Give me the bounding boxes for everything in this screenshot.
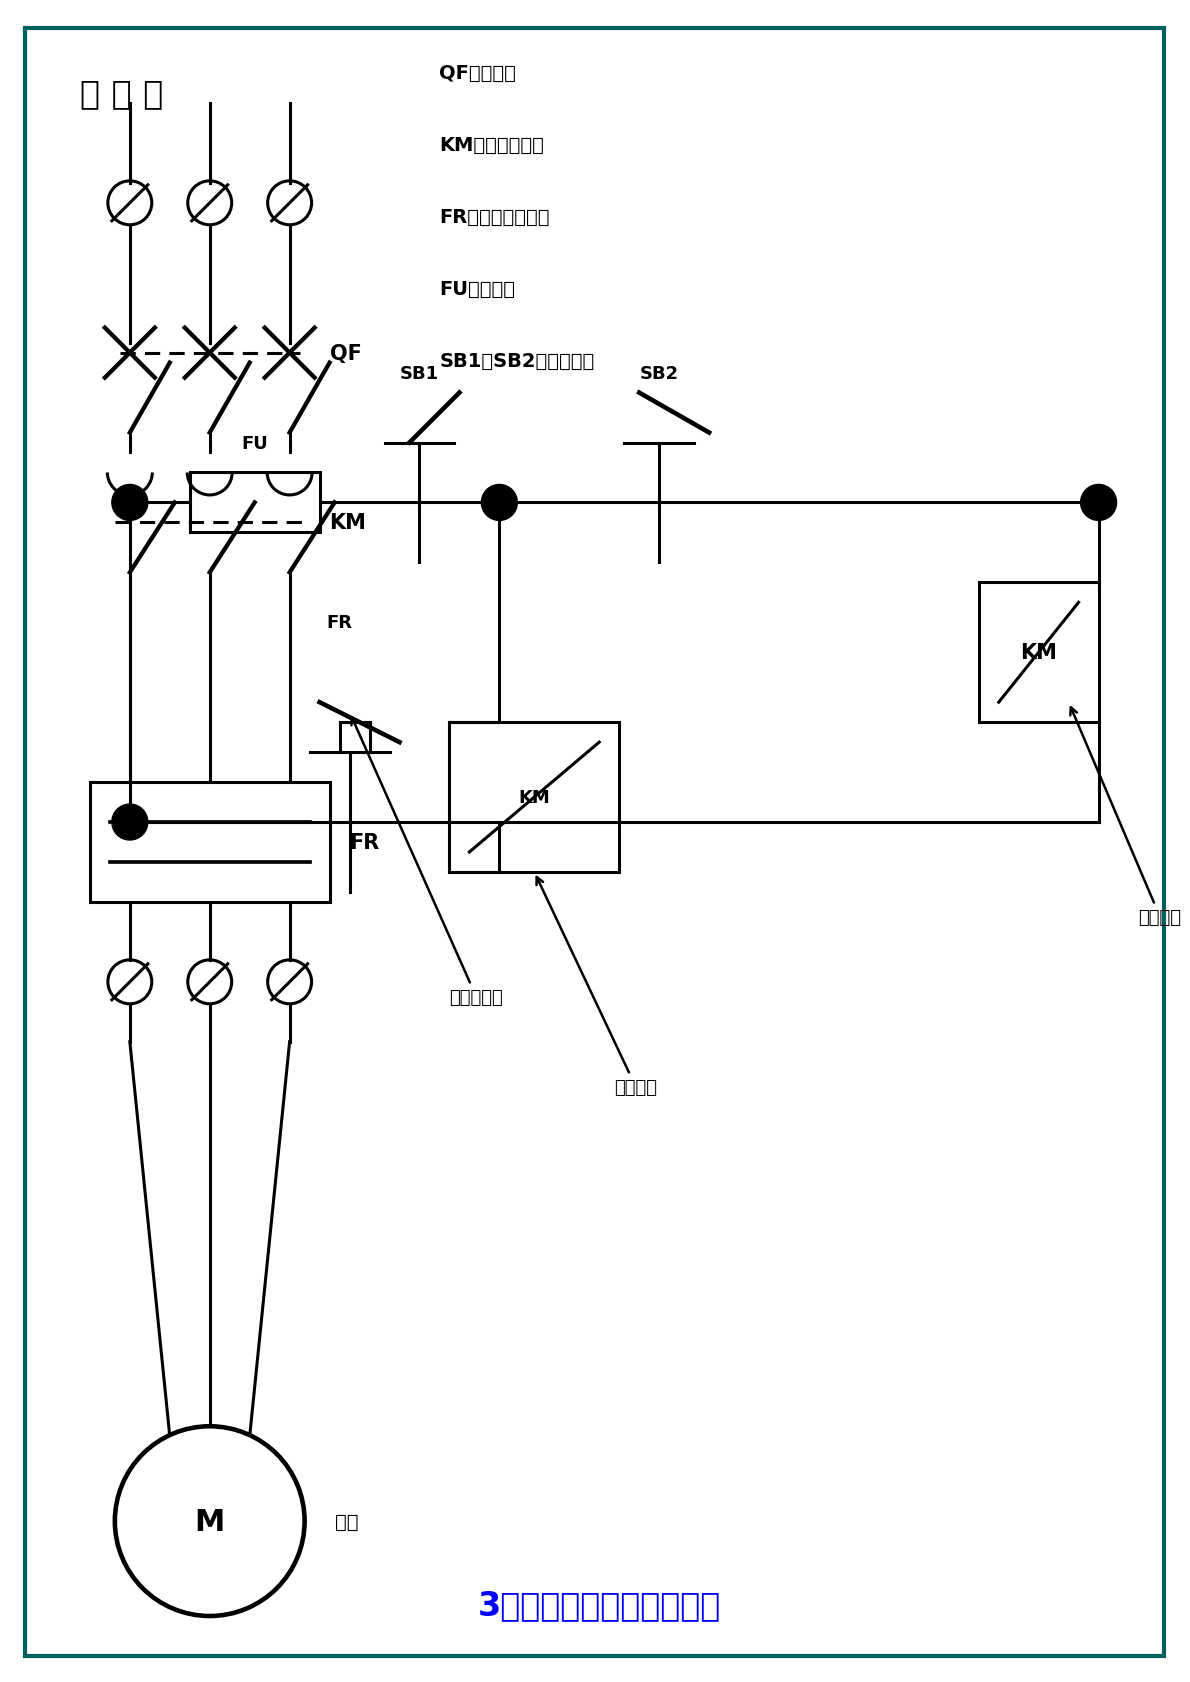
- Text: 自锁触点: 自锁触点: [537, 878, 657, 1097]
- Bar: [450, 723, 619, 873]
- Circle shape: [112, 484, 148, 521]
- Text: KM：交流接触器: KM：交流接触器: [439, 136, 544, 155]
- Circle shape: [1081, 484, 1116, 521]
- Text: Ａ Ｂ Ｃ: Ａ Ｂ Ｃ: [80, 77, 163, 111]
- Text: 吸合线圈: 吸合线圈: [1070, 708, 1182, 927]
- Text: 3相电机启、停控制接线图: 3相电机启、停控制接线图: [477, 1588, 721, 1621]
- Text: M: M: [194, 1507, 225, 1536]
- Text: FR: FR: [326, 614, 352, 632]
- Text: FR: FR: [350, 833, 380, 853]
- Text: SB2: SB2: [639, 365, 678, 382]
- Text: KM: KM: [330, 513, 367, 533]
- Text: QF：断路器: QF：断路器: [439, 64, 516, 82]
- Circle shape: [482, 484, 518, 521]
- Bar: [90, 782, 330, 902]
- Bar: [189, 473, 320, 533]
- Text: SB1: SB1: [400, 365, 439, 382]
- Text: KM: KM: [1020, 643, 1057, 663]
- Text: 电机: 电机: [334, 1512, 358, 1531]
- Text: FR：热过载继电器: FR：热过载继电器: [439, 207, 550, 227]
- Circle shape: [115, 1426, 305, 1616]
- Circle shape: [112, 804, 148, 841]
- Bar: [978, 584, 1098, 723]
- Text: KM: KM: [519, 789, 550, 807]
- Text: QF: QF: [330, 343, 362, 363]
- Text: FU: FU: [242, 434, 268, 452]
- Text: FU：保险丝: FU：保险丝: [439, 279, 515, 298]
- Text: SB1、SB2：启停按钮: SB1、SB2：启停按钮: [439, 352, 595, 370]
- Text: 热过载保护: 热过载保护: [351, 718, 503, 1006]
